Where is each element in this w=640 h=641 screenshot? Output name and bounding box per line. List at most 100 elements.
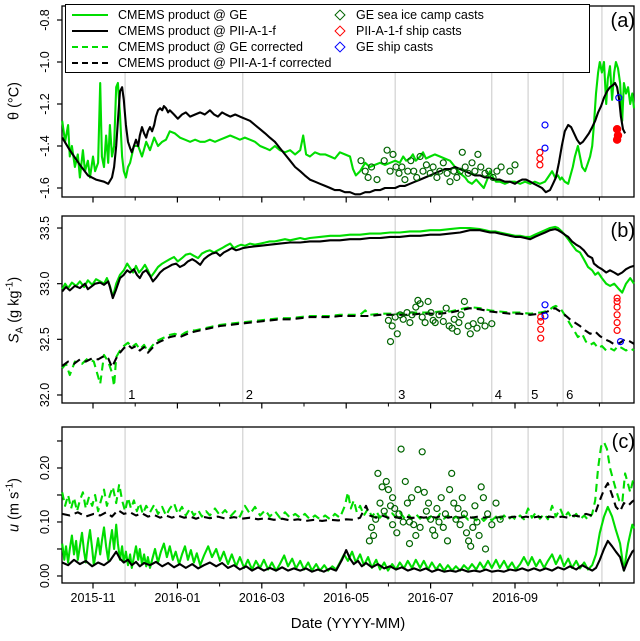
legend-marker-item: GE ship casts (334, 39, 484, 55)
legend-marker-label: GE ship casts (356, 40, 434, 54)
cast-marker (365, 537, 373, 545)
cast-marker (475, 531, 483, 540)
y-tick-label: -1.4 (38, 135, 52, 157)
cast-marker (506, 167, 514, 175)
cast-marker (456, 167, 464, 175)
cast-marker (412, 531, 420, 540)
diamond-marker-icon (334, 41, 346, 53)
cast-marker (536, 161, 544, 169)
cast-marker (488, 521, 496, 529)
x-tick-label: 2016-05 (323, 591, 369, 605)
cast-marker (435, 518, 443, 526)
x-tick-label: 2015-11 (71, 591, 116, 605)
cast-marker (485, 167, 493, 175)
cast-marker (615, 94, 623, 102)
cast-marker (410, 521, 418, 529)
y-tick-label: -0.8 (38, 9, 52, 31)
cast-marker (612, 135, 622, 144)
cast-marker (439, 523, 447, 532)
cast-marker (458, 494, 466, 502)
legend-line-label: CMEMS product @ GE corrected (118, 40, 303, 54)
series-b-solid-green (61, 225, 635, 299)
cast-marker (537, 334, 545, 342)
cast-marker (469, 320, 477, 328)
cast-marker (397, 445, 405, 453)
cast-marker (467, 542, 475, 550)
cast-marker (474, 150, 482, 158)
y-tick-label: 0.10 (38, 510, 52, 534)
cast-marker (383, 146, 391, 154)
cast-marker (370, 531, 378, 540)
cast-marker (418, 313, 426, 321)
cast-marker (407, 157, 415, 165)
cast-marker (464, 169, 472, 177)
cast-marker (395, 169, 403, 177)
cast-marker (489, 173, 497, 182)
panel-c-frame (61, 426, 635, 584)
cast-marker (446, 486, 454, 494)
cast-marker (537, 325, 545, 333)
y-axis-label-a: θ (°C) (6, 81, 23, 121)
cast-marker (416, 152, 424, 161)
cast-marker (443, 537, 452, 545)
cast-marker (418, 448, 426, 456)
legend-line-sample (72, 14, 108, 16)
legend: CMEMS product @ GE CMEMS product @ PII-A-… (65, 4, 590, 73)
cast-marker (497, 163, 505, 171)
cast-marker (367, 163, 376, 171)
cast-marker (455, 319, 463, 327)
cast-marker (408, 311, 416, 319)
cast-marker (433, 173, 441, 182)
cast-marker (431, 531, 439, 540)
legend-line-entries: CMEMS product @ GE CMEMS product @ PII-A-… (72, 7, 589, 71)
cast-marker (613, 303, 621, 311)
cast-marker (536, 148, 544, 156)
cast-marker (388, 322, 396, 330)
y-axis-label-c: u (m s-1) (4, 477, 23, 533)
cast-marker (395, 510, 403, 518)
cast-marker (393, 330, 401, 338)
cast-marker (422, 161, 430, 169)
cast-marker (541, 144, 549, 152)
x-tick-label: 2016-09 (492, 591, 538, 605)
panel-label-b: (b) (610, 220, 635, 242)
cast-marker (488, 320, 496, 328)
cast-marker (405, 539, 414, 548)
cast-marker (458, 148, 466, 156)
diamond-marker-icon (334, 9, 346, 21)
cast-marker (537, 317, 545, 326)
cast-marker (473, 324, 481, 332)
cast-marker (384, 316, 392, 324)
cast-marker (448, 469, 456, 477)
legend-line-sample (72, 30, 108, 32)
cast-marker (466, 330, 474, 338)
cast-marker (372, 515, 380, 523)
cast-marker (380, 157, 388, 165)
cast-marker (389, 521, 397, 529)
cast-marker (479, 494, 487, 502)
cast-marker (361, 167, 369, 175)
cast-marker (422, 507, 430, 515)
cast-marker (427, 309, 435, 317)
legend-marker-label: PII-A-1-f ship casts (356, 24, 462, 38)
cast-marker (439, 159, 447, 167)
cast-marker (492, 499, 500, 507)
series-b-solid-black (61, 228, 635, 300)
cast-marker (460, 297, 468, 306)
cast-marker (441, 510, 449, 518)
cast-marker (541, 301, 549, 309)
cast-marker (429, 163, 437, 171)
cast-marker (469, 523, 477, 532)
cast-marker (453, 327, 461, 336)
y-tick-label: -1.6 (38, 177, 52, 199)
cast-marker (364, 173, 372, 182)
cast-marker (613, 311, 621, 319)
cast-marker (421, 319, 429, 327)
cast-marker (537, 313, 545, 321)
cast-marker (408, 494, 416, 502)
cast-marker (401, 477, 409, 486)
cast-marker (437, 494, 445, 502)
cast-marker (613, 319, 621, 327)
cast-marker (481, 322, 489, 330)
